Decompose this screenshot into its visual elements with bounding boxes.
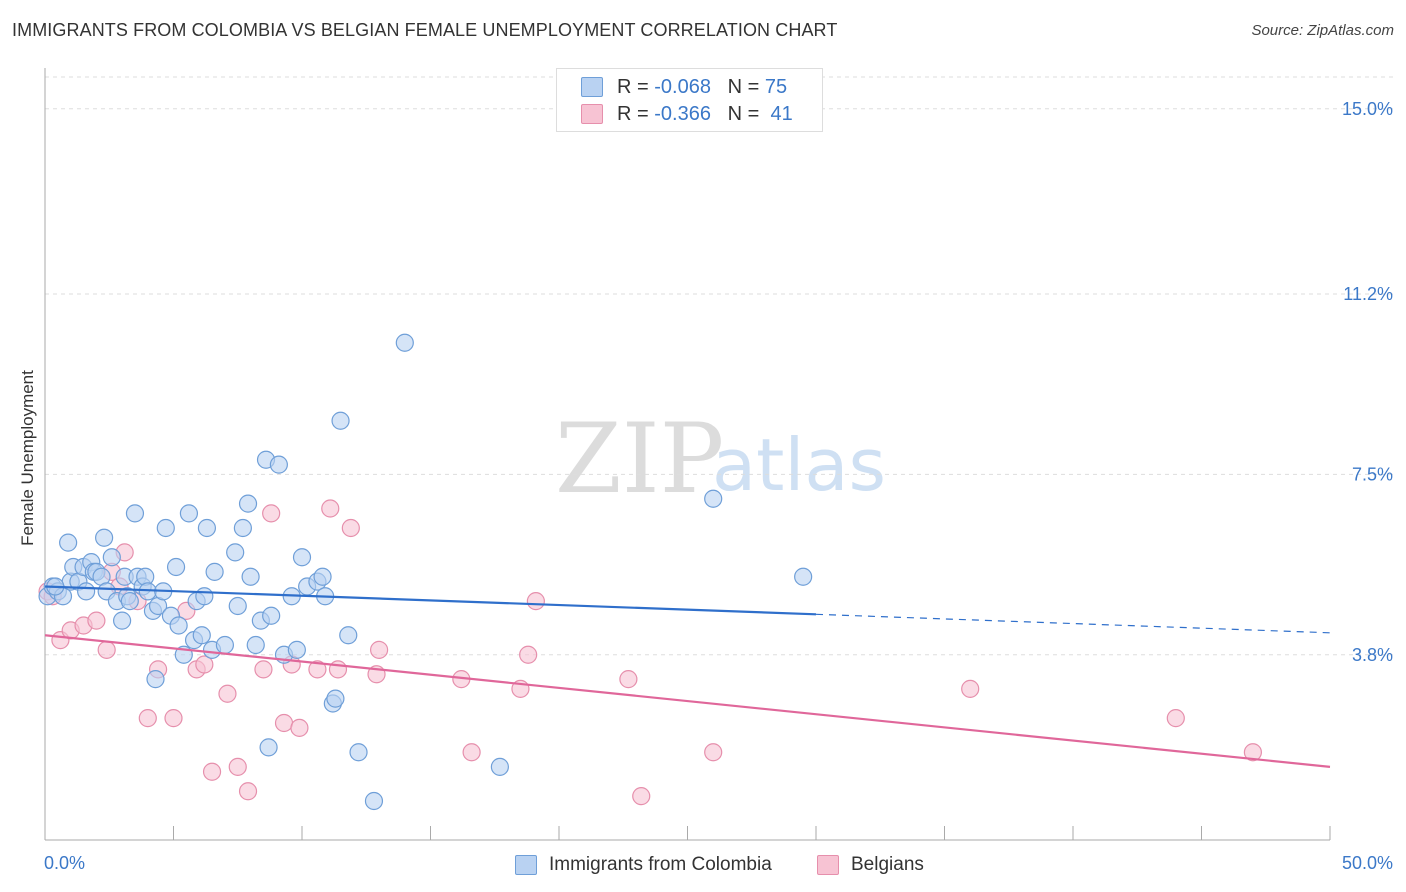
legend-swatch-pink <box>581 104 603 124</box>
legend-r-value: -0.366 <box>654 102 711 125</box>
legend-n-value: 75 <box>764 75 788 98</box>
colombia-point <box>156 518 175 538</box>
colombia-point <box>195 587 214 606</box>
colombia-point <box>205 562 224 581</box>
colombia-point <box>102 548 121 567</box>
colombia-point <box>490 757 509 776</box>
belgians-point <box>321 499 340 518</box>
belgians-point <box>195 655 214 674</box>
bottom-legend-belgians[interactable]: Belgians <box>817 852 924 878</box>
legend-label-belgians: Belgians <box>851 854 924 875</box>
y-tick-label: 11.2% <box>1343 284 1393 304</box>
legend-row-belgians: R = -0.366 N = 41 <box>581 101 793 127</box>
colombia-point <box>77 582 96 601</box>
legend-r-label: R = <box>617 102 649 125</box>
belgians-trend-line <box>44 634 1331 768</box>
colombia-point <box>238 494 258 513</box>
watermark-atlas: atlas <box>712 423 886 507</box>
belgians-point <box>526 592 545 611</box>
colombia-point <box>331 411 350 430</box>
colombia-point <box>269 455 288 474</box>
colombia-point <box>197 518 217 538</box>
belgians-point <box>218 684 237 703</box>
belgians-point <box>274 713 294 733</box>
colombia-point <box>192 626 211 645</box>
legend-n-value: 41 <box>770 102 793 125</box>
colombia-point <box>292 548 312 567</box>
colombia-point <box>125 504 145 523</box>
colombia-trend-line <box>44 585 817 616</box>
belgians-point <box>308 660 327 679</box>
belgians-point <box>262 504 281 523</box>
bottom-legend-colombia[interactable]: Immigrants from Colombia <box>515 852 772 878</box>
belgians-point <box>519 645 538 664</box>
source-label: Source: ZipAtlas.com <box>1251 22 1394 39</box>
colombia-point <box>364 791 384 811</box>
colombia-point <box>226 543 245 562</box>
chart-title: IMMIGRANTS FROM COLOMBIA VS BELGIAN FEMA… <box>12 20 838 40</box>
legend-n-label: N = <box>727 102 760 125</box>
colombia-point <box>326 689 345 708</box>
y-tick-label: 3.8% <box>1352 645 1393 665</box>
legend-r-label: R = <box>617 75 649 98</box>
x-tick-label: 50.0% <box>1342 853 1393 873</box>
colombia-point <box>262 606 281 625</box>
belgians-point <box>238 782 258 801</box>
belgians-point <box>704 743 723 762</box>
belgians-point <box>1243 743 1263 762</box>
belgians-point <box>632 787 651 806</box>
colombia-point <box>215 635 234 655</box>
colombia-point <box>259 738 278 757</box>
belgians-point <box>138 709 157 728</box>
legend-label-colombia: Immigrants from Colombia <box>549 854 772 875</box>
colombia-point <box>95 528 114 547</box>
legend-swatch-blue <box>581 77 603 97</box>
colombia-point <box>395 333 414 352</box>
legend-row-colombia: R = -0.068 N = 75 <box>581 74 787 100</box>
colombia-point <box>146 670 165 689</box>
colombia-trend-dashed <box>815 613 1331 634</box>
colombia-point <box>339 626 358 645</box>
belgians-point <box>254 660 273 679</box>
colombia-point <box>704 489 723 508</box>
legend-n-label: N = <box>727 75 760 98</box>
belgians-point <box>164 709 183 728</box>
colombia-point <box>349 743 368 762</box>
belgians-point <box>462 743 481 762</box>
colombia-point <box>287 640 306 659</box>
colombia-point <box>179 504 199 523</box>
belgians-point <box>97 640 116 659</box>
belgians-point <box>87 611 106 630</box>
y-tick-label: 7.5% <box>1352 464 1393 484</box>
colombia-point <box>120 592 139 611</box>
belgians-point <box>619 670 638 689</box>
legend-swatch-blue <box>515 855 537 875</box>
colombia-point <box>112 611 132 630</box>
belgians-point <box>1166 709 1185 728</box>
colombia-point <box>233 518 252 538</box>
colombia-point <box>246 635 265 655</box>
colombia-point <box>166 557 186 577</box>
colombia-point <box>241 567 260 586</box>
belgians-point <box>290 718 309 737</box>
belgians-point <box>341 518 360 538</box>
x-tick-label: 0.0% <box>44 853 85 873</box>
belgians-point <box>328 660 348 679</box>
legend-r-value: -0.068 <box>654 75 711 98</box>
y-tick-label: 15.0% <box>1342 99 1393 119</box>
colombia-point <box>59 533 78 552</box>
belgians-point <box>202 762 222 781</box>
belgians-point <box>370 640 389 659</box>
watermark-zip: ZIP <box>555 403 724 515</box>
colombia-point <box>794 567 813 586</box>
belgians-point <box>228 757 247 776</box>
belgians-point <box>961 679 980 698</box>
stats-legend: R = -0.068 N = 75 R = -0.366 N = 41 <box>556 68 823 132</box>
colombia-point <box>313 567 332 586</box>
colombia-point <box>169 616 188 635</box>
legend-swatch-pink <box>817 855 839 875</box>
colombia-point <box>228 596 247 616</box>
